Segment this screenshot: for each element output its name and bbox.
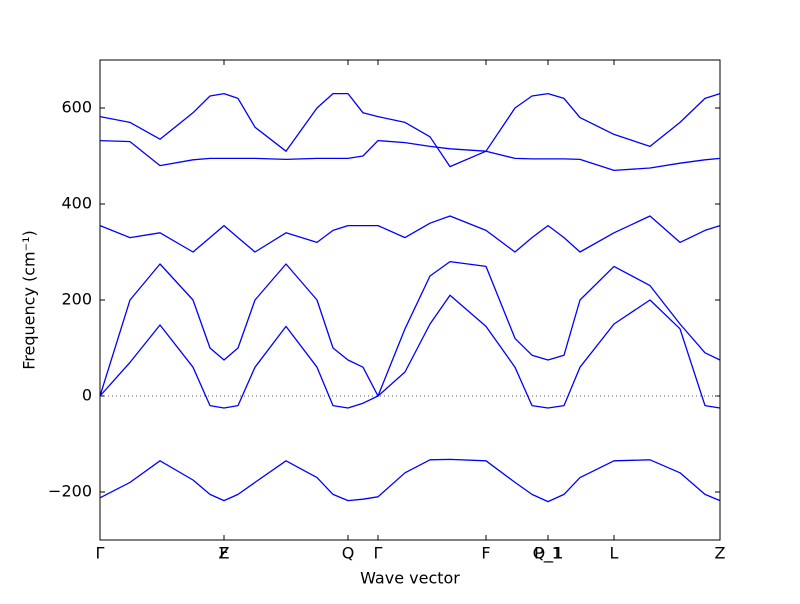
x-axis-label: Wave vector xyxy=(360,569,460,588)
y-tick-label: 0 xyxy=(82,386,92,405)
y-axis-label: Frequency (cm⁻¹) xyxy=(20,230,39,369)
plot-frame xyxy=(99,59,721,541)
band-line xyxy=(99,92,721,168)
band-line xyxy=(99,458,721,503)
x-tick-label: L xyxy=(610,544,619,563)
y-tick-label: −200 xyxy=(48,482,92,501)
band-line xyxy=(99,215,721,253)
x-tick-label: P_1 xyxy=(534,544,562,564)
y-tick-label: 200 xyxy=(61,290,92,309)
x-tick-label: Z xyxy=(219,544,230,563)
band-line xyxy=(99,139,721,172)
band-line xyxy=(99,260,721,397)
x-tick-label: F xyxy=(481,544,490,563)
x-tick-label: Q xyxy=(342,544,355,563)
x-tick-label: Γ xyxy=(96,544,105,563)
y-tick-label: 600 xyxy=(61,98,92,117)
x-tick-label: F xyxy=(219,544,228,563)
x-tick-label: Q_1 xyxy=(533,544,564,564)
y-tick-label: 400 xyxy=(61,194,92,213)
band-line xyxy=(99,294,721,409)
x-tick-label: Z xyxy=(715,544,726,563)
x-tick-label: Γ xyxy=(374,544,383,563)
